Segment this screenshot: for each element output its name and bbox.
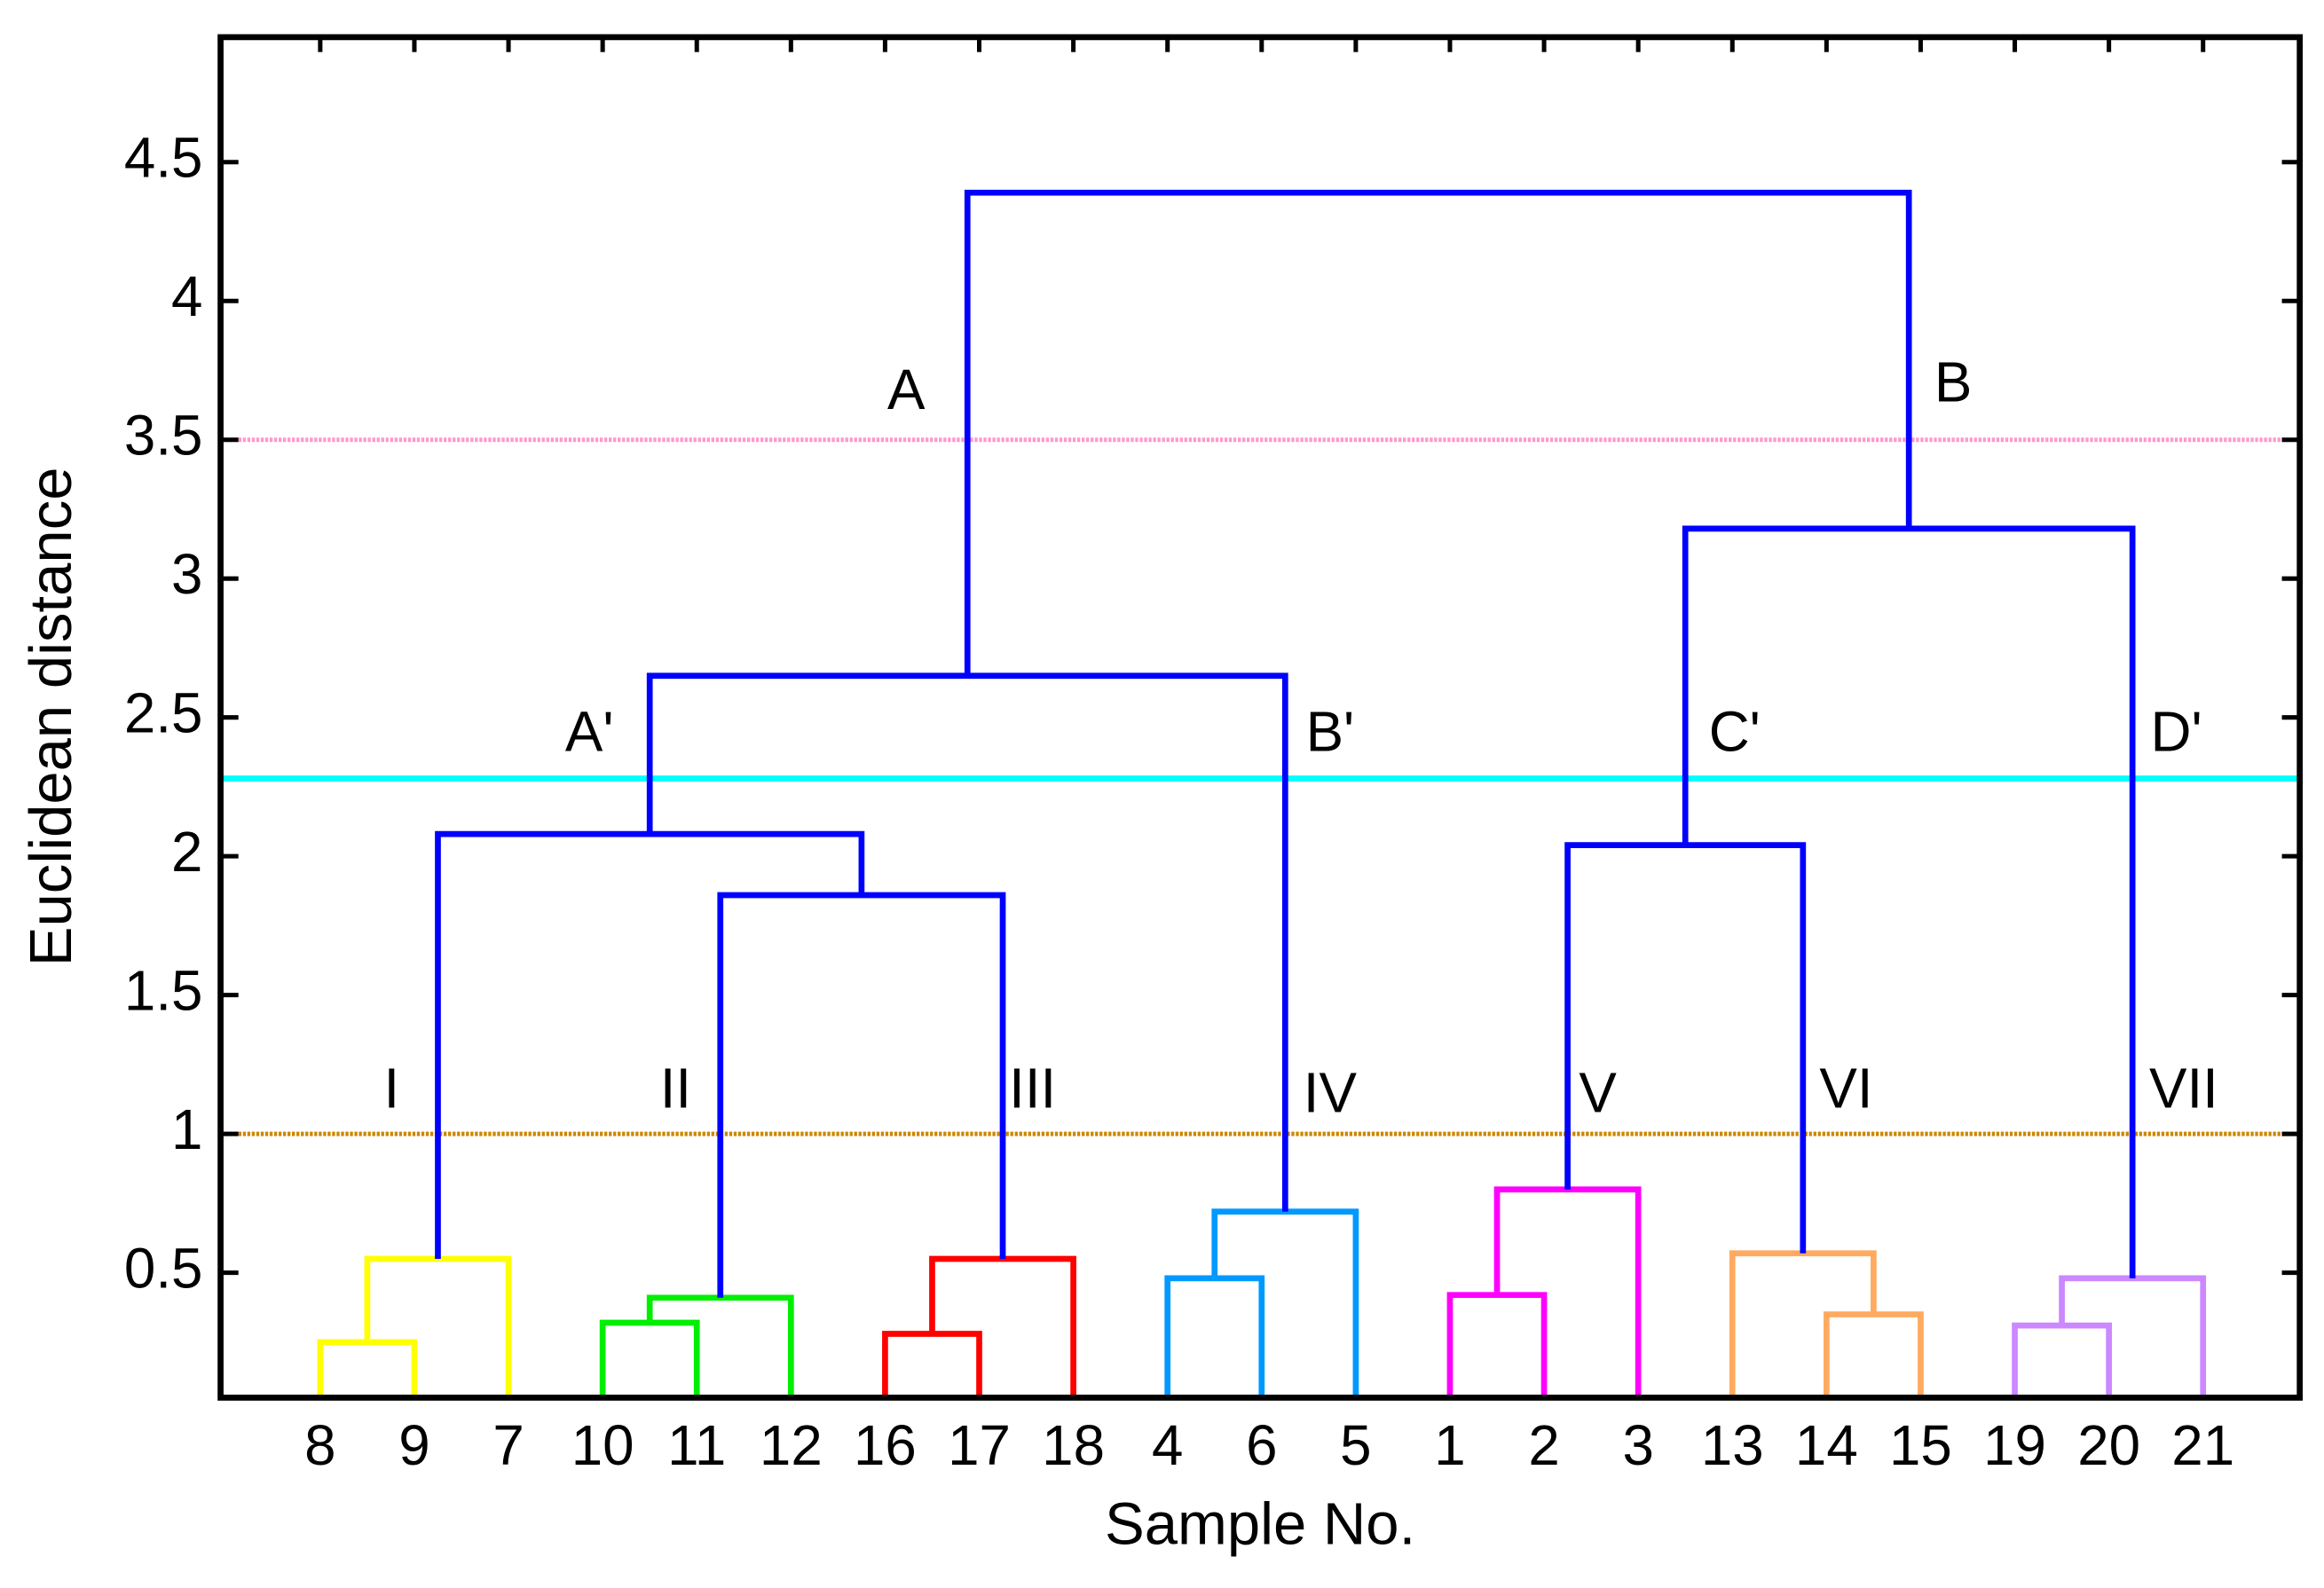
plot-frame [217,34,2304,1401]
x-tick-label: 16 [854,1414,917,1477]
dendrogram-link [929,1255,1076,1398]
x-tick-label: 15 [1889,1414,1952,1477]
x-tick-label: 5 [1340,1414,1371,1477]
annotation: VI [1819,1057,1872,1120]
annotation: B' [1306,700,1355,763]
annotation: VII [2149,1057,2218,1120]
dendrogram-link [1682,525,2136,1278]
y-tick-label: 1 [171,1098,202,1161]
y-tick-label: 0.5 [124,1237,203,1300]
dendrogram-link [646,1294,794,1398]
x-tick-label: 3 [1622,1414,1653,1477]
dendrogram-link [317,1339,418,1398]
y-tick-label: 3 [171,543,202,606]
x-tick-label: 1 [1434,1414,1465,1477]
dendrogram-link [1211,1208,1359,1398]
x-tick-label: 2 [1528,1414,1559,1477]
dendrogram-link [1164,1275,1265,1398]
dendrogram-link [1823,1311,1924,1398]
x-tick-label: 14 [1795,1414,1858,1477]
dendrogram-link [364,1255,512,1398]
y-tick-label: 3.5 [124,405,203,468]
annotation: III [1009,1057,1056,1120]
annotation: II [660,1057,691,1120]
x-tick-label: 21 [2171,1414,2234,1477]
annotation: I [383,1057,399,1120]
dendrogram-link [882,1331,982,1398]
x-axis-label: Sample No. [1105,1491,1415,1558]
x-tick-label: 12 [760,1414,823,1477]
dendrogram-link [435,830,865,1259]
y-tick-label: 1.5 [124,959,203,1022]
annotation: A [887,358,926,421]
y-tick-label: 2 [171,821,202,884]
x-tick-label: 4 [1152,1414,1183,1477]
dendrogram-link [2059,1275,2207,1398]
x-tick-label: 13 [1701,1414,1764,1477]
x-tick-label: 18 [1042,1414,1105,1477]
annotation: B [1934,351,1972,414]
y-tick-label: 2.5 [124,682,203,745]
x-tick-label: 6 [1246,1414,1277,1477]
dendrogram-link [717,892,1006,1298]
dendrogram-link [1493,1186,1642,1398]
x-tick-label: 8 [304,1414,335,1477]
y-axis-label: Euclidean distance [18,467,84,966]
annotation: V [1579,1062,1617,1125]
x-tick-label: 10 [571,1414,634,1477]
x-tick-label: 11 [667,1414,726,1477]
y-tick-label: 4 [171,265,202,328]
annotation: C' [1709,700,1761,763]
dendrogram-link [646,672,1288,1212]
dendrogram-link [964,189,1912,676]
x-tick-label: 9 [398,1414,429,1477]
annotation: A' [565,700,614,763]
x-tick-label: 7 [492,1414,524,1477]
x-tick-label: 17 [948,1414,1011,1477]
y-tick-label: 4.5 [124,127,203,190]
annotation: IV [1304,1062,1358,1125]
x-tick-label: 19 [1983,1414,2046,1477]
x-tick-label: 20 [2077,1414,2140,1477]
annotation: D' [2150,700,2202,763]
dendrogram-link [1729,1250,1877,1398]
plot-area [220,189,2300,1398]
dendrogram-link [1564,842,1807,1254]
dendrogram-link [599,1319,700,1398]
